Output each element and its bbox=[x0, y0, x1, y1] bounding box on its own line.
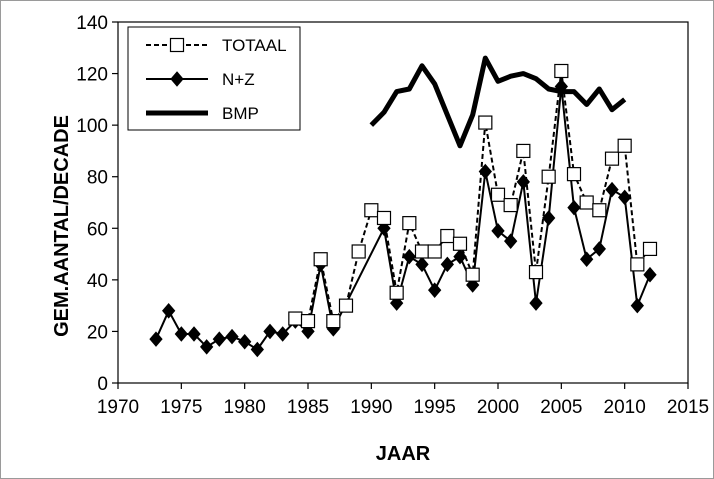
data-point bbox=[504, 233, 518, 249]
data-point bbox=[478, 115, 493, 130]
y-tick-label: 100 bbox=[76, 116, 108, 137]
data-point bbox=[313, 252, 328, 267]
data-point bbox=[605, 181, 619, 198]
x-tick-label: 2000 bbox=[477, 397, 519, 418]
data-point bbox=[187, 326, 201, 342]
data-point bbox=[402, 248, 416, 265]
data-point bbox=[554, 78, 568, 95]
data-point bbox=[162, 303, 176, 319]
y-tick-label: 120 bbox=[76, 65, 108, 86]
data-point bbox=[528, 265, 544, 280]
x-tick-label: 1995 bbox=[414, 397, 456, 418]
data-point bbox=[351, 244, 366, 259]
data-point bbox=[263, 323, 277, 340]
data-point bbox=[529, 295, 543, 311]
y-tick-label: 20 bbox=[87, 322, 108, 343]
data-point bbox=[618, 189, 632, 206]
x-tick-label: 2015 bbox=[667, 397, 709, 418]
data-point bbox=[212, 331, 226, 347]
data-point bbox=[643, 266, 657, 283]
data-point bbox=[566, 167, 582, 182]
data-point bbox=[364, 203, 379, 218]
legend: TOTAAL N+Z BMP bbox=[127, 26, 301, 131]
y-tick-label: 140 bbox=[76, 13, 108, 34]
series-bmp bbox=[369, 55, 627, 149]
legend-marker bbox=[170, 71, 184, 87]
legend-label: N+Z bbox=[222, 70, 255, 89]
data-point bbox=[642, 241, 658, 257]
data-point bbox=[300, 314, 316, 329]
data-point bbox=[389, 285, 404, 300]
x-axis: 1970 1975 1980 1985 1990 1995 2000 2005 2010 2015 bbox=[97, 383, 709, 418]
legend-item: BMP bbox=[146, 104, 259, 123]
data-point bbox=[250, 341, 264, 358]
data-point bbox=[630, 257, 645, 272]
y-tick-label: 40 bbox=[87, 271, 108, 292]
data-point bbox=[440, 256, 454, 273]
y-tick-label: 60 bbox=[87, 219, 108, 240]
data-point bbox=[592, 241, 606, 257]
data-point bbox=[580, 251, 594, 267]
data-point bbox=[174, 326, 188, 342]
y-tick-label: 80 bbox=[87, 168, 108, 189]
x-tick-label: 1975 bbox=[160, 397, 202, 418]
data-point bbox=[567, 199, 581, 216]
data-point bbox=[149, 331, 163, 347]
x-tick-label: 1980 bbox=[224, 397, 266, 418]
data-point bbox=[326, 314, 341, 329]
legend-item: N+Z bbox=[146, 70, 255, 89]
data-point bbox=[376, 210, 392, 226]
series-line bbox=[369, 55, 627, 149]
data-point bbox=[478, 163, 492, 180]
y-axis-title: GEM.AANTAL/DECADE bbox=[51, 115, 73, 337]
data-point bbox=[592, 203, 607, 218]
x-tick-label: 2010 bbox=[604, 397, 646, 418]
data-point bbox=[276, 326, 290, 342]
data-point bbox=[491, 223, 505, 239]
data-point bbox=[604, 151, 620, 166]
series-layer bbox=[149, 55, 658, 358]
series-totaal bbox=[288, 63, 658, 329]
data-point bbox=[554, 63, 569, 79]
plot-area bbox=[117, 21, 689, 384]
data-point bbox=[428, 282, 442, 298]
data-point bbox=[465, 267, 480, 282]
y-axis: 0 20 40 60 80 100 120 140 bbox=[76, 13, 118, 395]
data-point bbox=[415, 256, 429, 273]
data-point bbox=[427, 244, 442, 259]
legend-item: TOTAAL bbox=[146, 36, 287, 55]
x-tick-label: 2005 bbox=[540, 397, 582, 418]
data-point bbox=[402, 216, 417, 231]
legend-marker bbox=[169, 37, 185, 53]
x-axis-title: JAAR bbox=[376, 443, 431, 465]
data-point bbox=[541, 169, 556, 184]
x-tick-label: 1990 bbox=[350, 397, 392, 418]
y-tick-label: 0 bbox=[97, 374, 108, 395]
x-tick-label: 1970 bbox=[97, 397, 139, 418]
data-point bbox=[440, 228, 455, 244]
legend-label: BMP bbox=[222, 104, 259, 123]
data-point bbox=[490, 187, 506, 202]
data-point bbox=[452, 236, 468, 251]
data-point bbox=[617, 138, 632, 153]
data-point bbox=[225, 328, 239, 345]
data-point bbox=[338, 298, 354, 313]
data-point bbox=[200, 339, 214, 355]
data-point bbox=[414, 244, 430, 259]
x-tick-label: 1985 bbox=[287, 397, 329, 418]
data-point bbox=[542, 210, 556, 226]
data-point bbox=[288, 311, 303, 326]
data-point bbox=[579, 195, 594, 210]
data-point bbox=[630, 297, 644, 314]
data-point bbox=[516, 143, 531, 159]
data-point bbox=[238, 333, 252, 350]
data-point bbox=[503, 197, 518, 213]
legend-label: TOTAAL bbox=[222, 36, 287, 55]
